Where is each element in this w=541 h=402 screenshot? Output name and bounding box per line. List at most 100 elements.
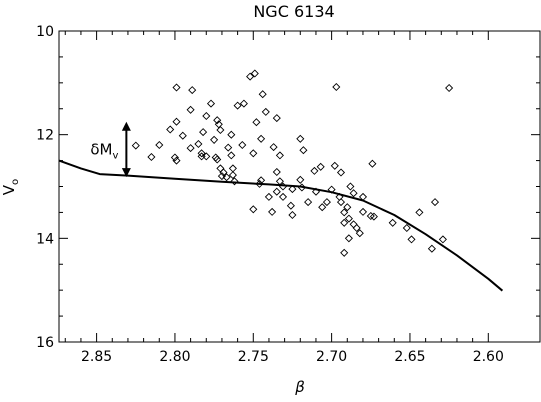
data-point <box>340 208 349 217</box>
data-point <box>368 159 377 168</box>
data-point <box>170 153 179 162</box>
delta-mv-arrowhead-top <box>121 121 131 131</box>
data-point <box>239 99 248 108</box>
data-point <box>202 111 211 121</box>
data-point <box>186 105 195 114</box>
data-point <box>252 118 261 127</box>
data-point <box>288 210 297 220</box>
data-point <box>246 72 255 81</box>
data-point <box>427 244 436 253</box>
data-point <box>222 173 231 182</box>
data-point <box>445 83 454 93</box>
data-point <box>268 207 277 216</box>
data-point <box>310 166 319 175</box>
data-point <box>297 183 306 192</box>
data-point <box>269 143 278 152</box>
data-point <box>272 187 281 196</box>
svg-text:Vo: Vo <box>0 179 21 195</box>
data-point <box>224 143 233 152</box>
data-point <box>288 185 297 194</box>
data-point <box>257 134 266 143</box>
y-axis-label-sub: o <box>10 179 21 185</box>
data-point <box>332 82 341 92</box>
data-point <box>155 140 164 150</box>
y-tick-label: 12 <box>36 128 54 144</box>
x-tick-label: 2.80 <box>159 349 190 365</box>
data-point <box>415 208 424 217</box>
data-point <box>172 156 181 165</box>
data-point <box>322 198 331 207</box>
y-tick-label: 16 <box>36 335 54 351</box>
data-point <box>286 201 295 210</box>
data-point <box>172 83 181 92</box>
data-point <box>213 116 222 125</box>
delta-mv-arrowhead-bottom <box>121 168 131 178</box>
data-point <box>147 152 156 162</box>
data-point <box>344 214 353 223</box>
y-tick-label: 14 <box>36 231 54 247</box>
data-point <box>255 179 264 188</box>
data-point <box>210 135 219 144</box>
data-point <box>430 198 440 207</box>
data-point <box>194 139 203 149</box>
data-point <box>438 235 447 244</box>
data-point <box>178 131 187 140</box>
data-point <box>272 167 281 177</box>
data-point <box>228 164 237 173</box>
data-point <box>199 128 208 137</box>
data-point <box>264 192 273 201</box>
y-axis-ticks: 10 12 14 16 <box>36 24 540 351</box>
data-point <box>228 171 237 180</box>
data-point <box>402 223 411 233</box>
data-point <box>330 161 339 170</box>
data-points-layer <box>131 69 454 257</box>
data-point <box>318 203 327 212</box>
data-point <box>316 162 325 171</box>
data-point <box>358 207 368 216</box>
data-point <box>344 234 353 243</box>
x-tick-label: 2.75 <box>238 349 269 365</box>
x-axis-ticks: 2.85 2.80 2.75 2.70 2.65 2.60 <box>64 31 504 365</box>
y-tick-label: 10 <box>36 24 54 40</box>
data-point <box>272 114 281 123</box>
data-point <box>206 99 216 108</box>
data-point <box>311 187 321 196</box>
data-point <box>336 198 346 207</box>
data-point <box>261 107 270 116</box>
data-point <box>327 185 336 194</box>
data-point <box>186 144 195 153</box>
data-point <box>278 192 288 201</box>
data-point <box>233 101 242 110</box>
data-point <box>349 189 358 198</box>
data-point <box>216 125 225 135</box>
x-axis-label: β <box>294 378 305 396</box>
data-point <box>257 176 266 185</box>
data-point <box>131 141 140 150</box>
data-point <box>227 130 236 139</box>
data-point <box>349 220 358 229</box>
data-point <box>278 182 288 191</box>
data-point <box>197 152 206 161</box>
data-point <box>275 177 284 186</box>
data-point <box>296 134 305 143</box>
data-point <box>238 140 247 150</box>
x-tick-label: 2.60 <box>473 349 504 365</box>
data-point <box>343 203 352 212</box>
data-point <box>275 151 284 160</box>
x-tick-label: 2.85 <box>81 349 112 365</box>
data-point <box>188 86 197 95</box>
data-point <box>250 69 259 78</box>
data-point <box>249 149 258 158</box>
data-point <box>304 198 313 207</box>
data-point <box>216 164 225 173</box>
data-point <box>299 146 308 155</box>
y-axis-label-main: V <box>0 184 18 195</box>
data-point <box>230 177 239 186</box>
data-point <box>366 211 375 221</box>
x-tick-label: 2.65 <box>394 349 425 365</box>
data-point <box>197 149 206 158</box>
data-point <box>388 218 397 227</box>
data-point <box>219 168 228 177</box>
data-point <box>213 155 222 164</box>
